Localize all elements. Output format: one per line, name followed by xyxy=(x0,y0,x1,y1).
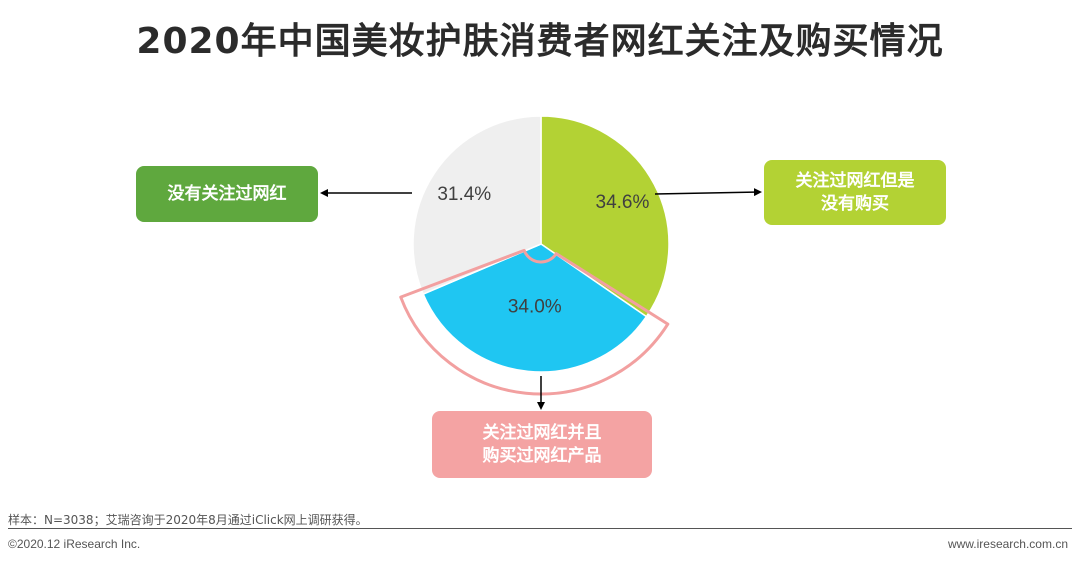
callout-follow-no-buy: 关注过网红但是 没有购买 xyxy=(764,160,946,225)
callout-no-follow: 没有关注过网红 xyxy=(136,166,318,222)
callout-no-follow-label: 没有关注过网红 xyxy=(167,183,287,204)
highlight-outline xyxy=(399,248,670,396)
website: www.iresearch.com.cn xyxy=(947,537,1068,551)
slice-value-label-2: 31.4% xyxy=(437,184,491,205)
callout-follow-and-buy-line1: 关注过网红并且 xyxy=(482,422,602,443)
slice-value-label-1: 34.0% xyxy=(508,297,562,318)
slice-value-label-0: 34.6% xyxy=(596,192,650,213)
arrow-to-follow-no-buy xyxy=(654,188,762,197)
pie-slice-1 xyxy=(422,243,648,373)
pie-slice-2 xyxy=(412,115,542,296)
callout-follow-no-buy-line2: 没有购买 xyxy=(821,193,889,214)
callout-follow-no-buy-line1: 关注过网红但是 xyxy=(795,170,915,191)
callout-follow-and-buy-line2: 购买过网红产品 xyxy=(482,445,602,466)
callout-follow-and-buy: 关注过网红并且 购买过网红产品 xyxy=(432,411,652,478)
copyright: ©2020.12 iResearch Inc. xyxy=(8,537,141,551)
footer-divider xyxy=(8,528,1072,529)
pie-slice-0 xyxy=(540,115,670,318)
chart-title: 2020年中国美妆护肤消费者网红关注及购买情况 xyxy=(136,21,944,62)
sample-note: 样本：N=3038；艾瑞咨询于2020年8月通过iClick网上调研获得。 xyxy=(8,513,368,527)
